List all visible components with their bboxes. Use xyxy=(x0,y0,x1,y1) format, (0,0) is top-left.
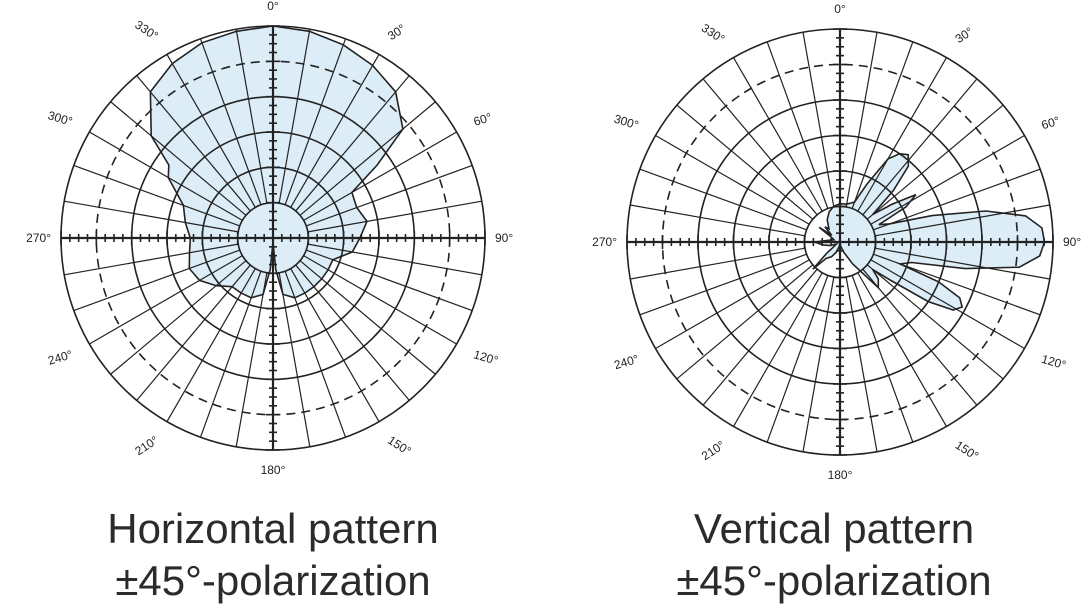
grid-spoke xyxy=(284,38,347,206)
grid-spoke xyxy=(845,32,878,208)
angle-label-180: 180° xyxy=(261,463,286,477)
grid-spoke xyxy=(676,104,814,220)
grid-spoke xyxy=(278,29,311,204)
grid-spoke xyxy=(299,260,436,375)
angle-label-240: 240° xyxy=(46,347,74,368)
grid-spoke xyxy=(89,255,243,345)
angle-label-210: 210° xyxy=(699,438,728,463)
grid-spoke xyxy=(862,268,978,406)
grid-spoke xyxy=(766,41,829,209)
grid-spoke xyxy=(630,247,806,280)
grid-spoke xyxy=(305,164,473,227)
grid-spoke xyxy=(235,272,268,447)
grid-spoke xyxy=(64,200,239,233)
grid-spoke xyxy=(307,200,482,233)
grid-spoke xyxy=(732,272,823,427)
grid-spoke xyxy=(136,75,251,212)
pattern-fill xyxy=(150,26,403,298)
grid-spoke xyxy=(290,268,380,422)
grid-spoke xyxy=(290,54,380,208)
grid-spoke xyxy=(73,249,241,312)
grid-spoke xyxy=(655,259,810,350)
grid-spoke xyxy=(166,54,256,208)
grid-spoke xyxy=(702,268,818,406)
grid-spoke xyxy=(639,168,807,231)
grid-spoke xyxy=(845,276,878,452)
caption-polarization: ±45°-polarization xyxy=(115,557,431,604)
grid-spoke xyxy=(295,75,410,212)
grid-spoke xyxy=(199,270,262,438)
angle-label-120: 120° xyxy=(472,347,500,368)
grid-spoke xyxy=(866,264,1004,380)
grid-spoke xyxy=(303,131,457,221)
grid-spoke xyxy=(89,131,243,221)
angle-label-60: 60° xyxy=(1040,114,1062,133)
angle-label-180: 180° xyxy=(828,468,853,482)
grid-spoke xyxy=(110,260,247,375)
grid-spoke xyxy=(862,78,978,216)
grid-spoke xyxy=(766,275,829,443)
grid-spoke xyxy=(235,29,268,204)
angle-label-300: 300° xyxy=(612,112,640,133)
angle-label-270: 270° xyxy=(592,235,617,249)
grid-spoke xyxy=(73,164,241,227)
angle-label-120: 120° xyxy=(1040,352,1068,373)
vertical-pattern-caption: Vertical pattern ±45°-polarization xyxy=(594,503,1074,607)
grid-spoke xyxy=(802,276,835,452)
angle-label-150: 150° xyxy=(953,438,982,463)
grid-spoke xyxy=(295,264,410,401)
grid-spoke xyxy=(64,243,239,276)
grid-spoke xyxy=(857,272,948,427)
grid-spoke xyxy=(802,32,835,208)
grid-spoke xyxy=(676,264,814,380)
grid-spoke xyxy=(166,268,256,422)
grid-spoke xyxy=(630,204,806,237)
grid-spoke xyxy=(870,134,1025,225)
grid-spoke xyxy=(278,272,311,447)
grid-spoke xyxy=(307,243,482,276)
angle-label-270: 270° xyxy=(26,231,51,245)
angle-label-90: 90° xyxy=(1063,235,1081,249)
horizontal-pattern-caption: Horizontal pattern ±45°-polarization xyxy=(33,503,513,607)
angle-label-60: 60° xyxy=(472,110,494,129)
grid-spoke xyxy=(299,101,436,216)
grid-spoke xyxy=(702,78,818,216)
caption-title: Horizontal pattern xyxy=(107,505,439,552)
grid-spoke xyxy=(303,255,457,345)
pattern-outline xyxy=(812,152,1046,311)
angle-label-0: 0° xyxy=(267,0,279,13)
angle-label-300: 300° xyxy=(46,108,74,129)
grid-spoke xyxy=(873,168,1041,231)
grid-spoke xyxy=(866,104,1004,220)
grid-spoke xyxy=(874,247,1050,280)
grid-spoke xyxy=(199,38,262,206)
grid-spoke xyxy=(136,264,251,401)
grid-spoke xyxy=(874,204,1050,237)
grid-spoke xyxy=(732,57,823,212)
grid-spoke xyxy=(655,134,810,225)
caption-title: Vertical pattern xyxy=(693,505,975,552)
pattern-fill xyxy=(812,153,1045,310)
grid-spoke xyxy=(851,275,914,443)
grid-spoke xyxy=(851,41,914,209)
grid-spoke xyxy=(284,270,347,438)
angle-label-240: 240° xyxy=(612,352,640,373)
grid-spoke xyxy=(639,253,807,316)
caption-polarization: ±45°-polarization xyxy=(676,557,992,604)
angle-label-0: 0° xyxy=(834,2,846,16)
angle-label-330: 330° xyxy=(699,21,728,46)
grid-spoke xyxy=(110,101,247,216)
grid-spoke xyxy=(857,57,948,212)
angle-label-30: 30° xyxy=(953,24,976,46)
grid-spoke xyxy=(870,259,1025,350)
pattern-outline xyxy=(149,25,404,299)
angle-label-90: 90° xyxy=(495,231,513,245)
